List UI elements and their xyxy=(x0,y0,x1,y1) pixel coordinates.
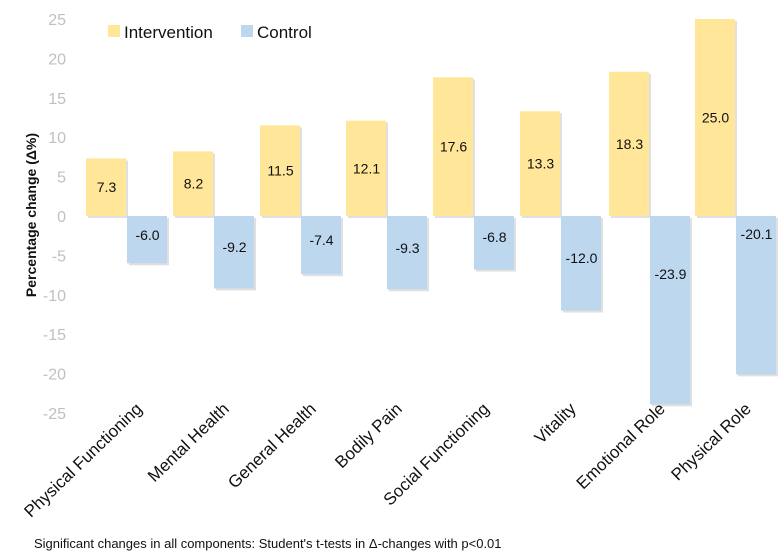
legend: Intervention Control xyxy=(108,23,312,42)
data-label: -7.4 xyxy=(309,232,333,248)
data-label: 17.6 xyxy=(440,139,467,155)
y-tick-label: 10 xyxy=(48,130,66,147)
x-tick-label: Bodily Pain xyxy=(331,399,405,472)
y-tick-label: 15 xyxy=(48,91,66,108)
legend-label-intervention: Intervention xyxy=(124,23,213,42)
control-bar xyxy=(214,216,254,289)
data-label: -12.0 xyxy=(566,250,598,266)
legend-label-control: Control xyxy=(257,23,312,42)
data-label: 7.3 xyxy=(97,179,117,195)
control-bar xyxy=(650,216,690,405)
intervention-bar xyxy=(346,120,386,216)
control-bar xyxy=(474,216,514,270)
x-tick-label: General Health xyxy=(224,399,319,492)
footnote: Significant changes in all components: S… xyxy=(34,536,502,551)
legend-swatch-control xyxy=(241,25,253,37)
data-label: -9.3 xyxy=(395,240,419,256)
data-label: -20.1 xyxy=(741,226,773,242)
y-tick-label: -25 xyxy=(43,406,66,423)
data-label: 8.2 xyxy=(184,176,204,192)
data-label: -9.2 xyxy=(222,239,246,255)
x-tick-label: Physical Role xyxy=(667,399,754,484)
y-tick-label: -10 xyxy=(43,288,66,305)
control-bar xyxy=(561,216,601,311)
control-bar xyxy=(387,216,427,290)
y-tick-label: 0 xyxy=(57,209,66,226)
y-tick-label: 5 xyxy=(57,170,66,187)
x-tick-label: Vitality xyxy=(531,399,580,448)
data-label: -23.9 xyxy=(655,266,687,282)
x-tick-label: Mental Health xyxy=(144,399,233,486)
intervention-bar xyxy=(520,111,560,216)
data-label: 12.1 xyxy=(353,160,380,176)
y-tick-label: 25 xyxy=(48,12,66,29)
control-bar xyxy=(127,216,167,264)
intervention-bar xyxy=(695,19,735,216)
y-tick-label: -15 xyxy=(43,327,66,344)
control-bar xyxy=(736,216,776,375)
y-tick-label: -5 xyxy=(52,248,66,265)
intervention-bar xyxy=(609,71,649,217)
data-label: 18.3 xyxy=(616,136,643,152)
intervention-bar xyxy=(260,125,300,216)
data-label: -6.8 xyxy=(482,229,506,245)
data-label: 13.3 xyxy=(527,156,554,172)
intervention-bar xyxy=(173,151,213,216)
intervention-bar xyxy=(433,77,473,216)
y-tick-label: 20 xyxy=(48,51,66,68)
control-bar xyxy=(301,216,341,275)
y-tick-label: -20 xyxy=(43,367,66,384)
y-axis-label: Percentage change (Δ%) xyxy=(23,133,39,297)
data-label: -6.0 xyxy=(135,227,159,243)
intervention-bar xyxy=(86,158,126,216)
data-label: 25.0 xyxy=(702,110,729,126)
x-tick-label: Emotional Role xyxy=(573,399,669,493)
x-tick-label: Physical Functioning xyxy=(20,399,145,521)
legend-swatch-intervention xyxy=(108,25,120,37)
data-label: 11.5 xyxy=(267,163,293,179)
